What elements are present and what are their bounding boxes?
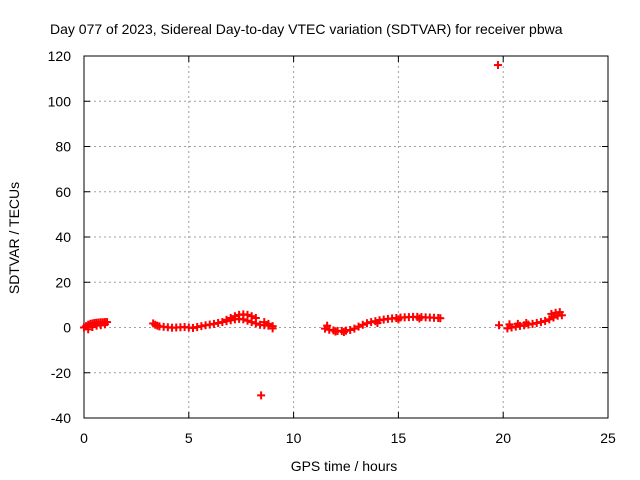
data-point <box>243 310 252 319</box>
data-point <box>230 312 239 321</box>
data-point <box>373 318 382 327</box>
data-point <box>545 315 554 324</box>
chart-title: Day 077 of 2023, Sidereal Day-to-day VTE… <box>50 21 563 37</box>
x-tick-label: 20 <box>495 430 511 446</box>
data-point <box>362 319 371 328</box>
data-point <box>260 318 269 327</box>
data-point <box>257 391 266 400</box>
data-point <box>522 318 531 327</box>
data-point <box>268 324 277 333</box>
x-tick-label: 0 <box>80 430 88 446</box>
data-point <box>346 325 355 334</box>
data-point <box>555 308 564 317</box>
data-point <box>339 328 348 337</box>
x-tick-label: 15 <box>391 430 407 446</box>
data-point <box>100 320 109 329</box>
x-axis-tick-labels: 0 5 10 15 20 25 <box>80 430 616 446</box>
data-point <box>415 314 424 323</box>
data-point <box>436 314 445 323</box>
y-tick-label: 120 <box>48 48 72 64</box>
data-point <box>495 321 504 330</box>
y-axis-label: SDTVAR / TECUs <box>6 182 22 294</box>
data-point <box>536 318 545 327</box>
data-point <box>358 320 367 329</box>
data-point <box>354 322 363 331</box>
data-point <box>84 325 93 334</box>
data-point <box>222 315 231 324</box>
data-point <box>493 61 502 70</box>
data-point <box>251 313 260 322</box>
data-point <box>247 312 256 321</box>
y-tick-label: 100 <box>48 93 72 109</box>
data-point <box>323 321 332 330</box>
data-point <box>88 323 97 332</box>
data-point <box>541 316 550 325</box>
x-axis-label: GPS time / hours <box>291 458 398 474</box>
y-tick-label: -40 <box>51 410 71 426</box>
data-point <box>331 327 340 336</box>
data-point <box>350 324 359 333</box>
y-tick-label: 40 <box>55 229 71 245</box>
data-point <box>394 315 403 324</box>
data-points <box>80 61 566 400</box>
y-tick-label: -20 <box>51 365 71 381</box>
y-tick-label: 20 <box>55 274 71 290</box>
x-tick-label: 25 <box>600 430 616 446</box>
x-tick-label: 10 <box>286 430 302 446</box>
data-point <box>226 313 235 322</box>
y-tick-label: 80 <box>55 139 71 155</box>
data-point <box>547 309 556 318</box>
plot-frame <box>83 55 609 419</box>
y-tick-label: 0 <box>63 320 71 336</box>
y-axis-tick-labels: -40 -20 0 20 40 60 80 100 120 <box>48 48 72 426</box>
data-point <box>264 319 273 328</box>
data-point <box>513 319 522 328</box>
x-tick-label: 5 <box>185 430 193 446</box>
data-point <box>505 320 514 329</box>
y-tick-label: 60 <box>55 184 71 200</box>
